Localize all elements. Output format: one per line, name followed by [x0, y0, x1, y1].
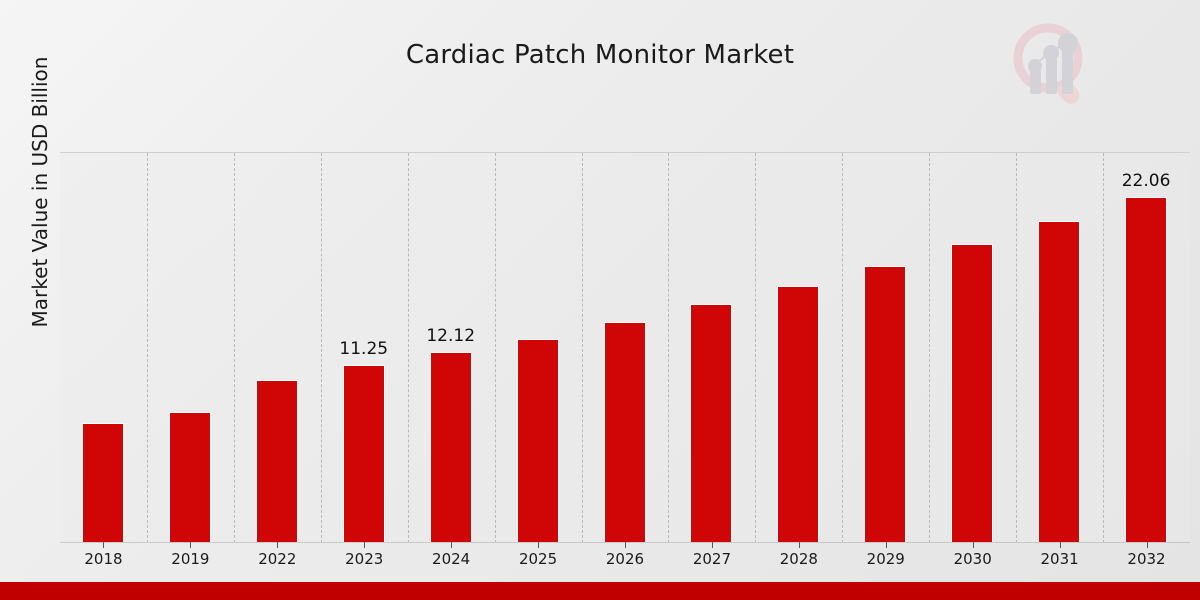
bar-slot [147, 153, 233, 543]
gridline [320, 153, 322, 543]
x-tick [451, 542, 453, 548]
bar-slot [668, 153, 754, 543]
gridline [1103, 153, 1105, 543]
bar-2026[interactable] [603, 322, 646, 543]
bar-slot [495, 153, 581, 543]
gridline [1016, 153, 1018, 543]
gridline [146, 153, 148, 543]
x-tick [538, 542, 540, 548]
x-tick [1146, 542, 1148, 548]
bar-slot [234, 153, 320, 543]
gridline [233, 153, 235, 543]
x-tick [364, 542, 366, 548]
gridline [929, 153, 931, 543]
bar-series: 11.25 12.12 22.06 [60, 153, 1190, 543]
bar-2028[interactable] [777, 286, 820, 543]
bar-slot [582, 153, 668, 543]
bar-slot [1016, 153, 1102, 543]
bar-slot [842, 153, 928, 543]
bar-slot: 11.25 [321, 153, 407, 543]
x-tick [103, 542, 105, 548]
bar-2027[interactable] [690, 304, 733, 543]
gridline [755, 153, 757, 543]
bar-2023[interactable] [342, 365, 385, 543]
bar-2024[interactable] [429, 352, 472, 543]
gridline [407, 153, 409, 543]
bar-slot [755, 153, 841, 543]
bar-slot [60, 153, 146, 543]
x-tick [972, 542, 974, 548]
gridline [842, 153, 844, 543]
gridline [494, 153, 496, 543]
x-label-2032: 2032 [1127, 550, 1166, 568]
bar-2025[interactable] [516, 339, 559, 543]
x-label-2018: 2018 [84, 550, 123, 568]
bar-2019[interactable] [168, 412, 211, 543]
x-label-2030: 2030 [953, 550, 992, 568]
market-research-future-logo-icon [1004, 16, 1100, 112]
bar-2022[interactable] [255, 380, 298, 543]
bar-value-label-2024: 12.12 [426, 326, 476, 346]
x-tick [190, 542, 192, 548]
x-tick [711, 542, 713, 548]
x-axis-tick-labels: 2018 2019 2022 2023 2024 2025 2026 2027 2028 2029… [60, 550, 1190, 574]
bar-value-label-2023: 11.25 [339, 339, 389, 359]
bar-2030[interactable] [951, 244, 994, 543]
x-tick [885, 542, 887, 548]
x-label-2023: 2023 [345, 550, 384, 568]
y-axis-title: Market Value in USD Billion [28, 56, 52, 328]
gridline [668, 153, 670, 543]
gridline [581, 153, 583, 543]
bar-2018[interactable] [82, 423, 124, 543]
x-label-2022: 2022 [258, 550, 297, 568]
bar-2032[interactable] [1125, 197, 1168, 543]
bar-slot: 22.06 [1103, 153, 1189, 543]
x-label-2028: 2028 [779, 550, 818, 568]
x-label-2019: 2019 [171, 550, 210, 568]
x-label-2025: 2025 [518, 550, 558, 568]
x-label-2027: 2027 [692, 550, 731, 568]
bar-2029[interactable] [864, 266, 907, 543]
x-label-2026: 2026 [605, 550, 645, 568]
bar-slot: 12.12 [408, 153, 494, 543]
x-axis-line [60, 542, 1190, 548]
x-tick [798, 542, 800, 548]
x-tick [1059, 542, 1061, 548]
plot-area: 11.25 12.12 22.06 [60, 152, 1190, 543]
x-tick [277, 542, 279, 548]
bar-2031[interactable] [1038, 221, 1081, 543]
x-label-2024: 2024 [432, 550, 471, 568]
bottom-accent-band [0, 582, 1200, 600]
x-label-2031: 2031 [1040, 550, 1079, 568]
x-label-2029: 2029 [866, 550, 905, 568]
page-title: Cardiac Patch Monitor Market [405, 40, 795, 70]
x-tick [625, 542, 626, 548]
bar-value-label-2032: 22.06 [1121, 171, 1171, 191]
bar-slot [929, 153, 1015, 543]
